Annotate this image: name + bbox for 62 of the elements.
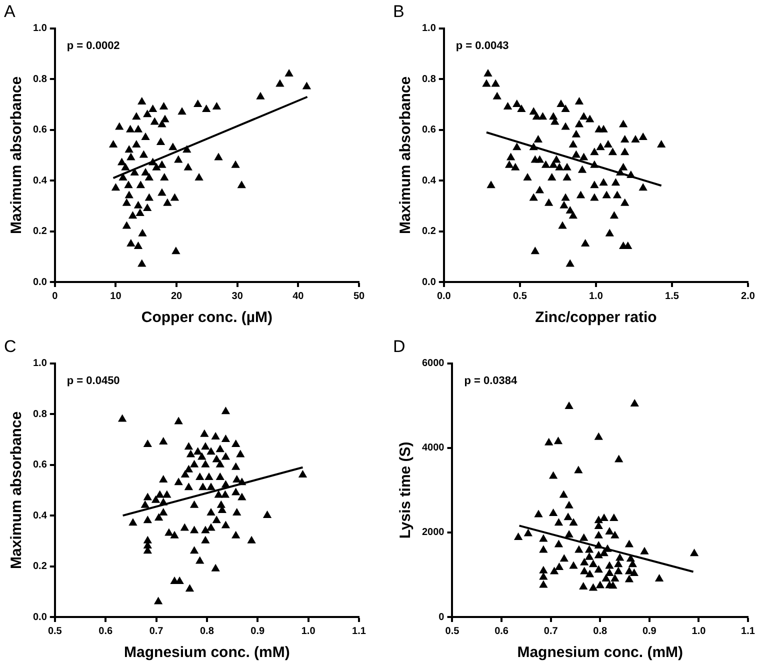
y-tick-label: 0.2 [32,561,48,572]
x-tick-label: 0.8 [593,626,608,637]
x-axis-title: Magnesium conc. (mM) [124,644,290,662]
y-tick-label: 0.6 [32,124,48,136]
y-tick-label: 0.2 [32,226,48,238]
x-tick-label: 0.9 [250,626,266,637]
x-axis-title: Zinc/copper ratio [535,309,657,326]
x-tick-label: 0.7 [544,626,558,637]
x-tick-label: 20 [170,290,183,302]
y-tick-label: 0.6 [422,124,436,136]
y-tick-label: 0.6 [32,460,48,471]
y-tick-label: 0.0 [32,612,48,623]
y-axis-title: Maximum absorbance [8,76,26,234]
x-axis-title: Copper conc. (µM) [141,309,273,326]
y-tick-label: 0.0 [422,276,436,288]
chart-title: D [393,336,406,356]
y-tick-label: 0.4 [32,175,48,186]
annotation: p = 0.0043 [456,40,509,52]
y-tick-label: 1.0 [422,23,436,34]
y-tick-label: 6000 [422,358,445,370]
x-tick-label: 30 [232,290,244,302]
y-tick-label: 0.8 [32,408,48,420]
y-tick-label: 0.4 [422,175,436,186]
annotation: p = 0.0384 [464,374,518,387]
y-tick-label: 0.4 [32,510,48,522]
y-tick-label: 0.2 [422,226,436,238]
x-tick-label: 0.5 [445,626,460,637]
x-tick-label: 1.5 [665,290,680,302]
y-tick-label: 0.8 [422,74,436,85]
y-axis-title: Maximum absorbance [397,76,414,234]
x-tick-label: 0.7 [149,626,164,637]
chart-title: B [393,2,404,21]
x-tick-label: 1.1 [352,626,366,637]
x-tick-label: 2.0 [741,290,756,302]
annotation: p = 0.0450 [66,374,120,387]
y-tick-label: 0 [438,612,445,623]
x-tick-label: 40 [292,290,304,302]
x-tick-label: 1.1 [741,626,756,637]
x-tick-label: 0.5 [48,626,62,637]
y-tick-label: 0.8 [32,74,48,85]
y-tick-label: 0.0 [32,276,48,288]
y-tick-label: 2000 [422,527,445,538]
x-tick-label: 1.0 [301,626,316,637]
annotation: p = 0.0002 [66,40,120,52]
chart-title: C [4,336,16,356]
chart-title: A [4,2,16,21]
y-tick-label: 1.0 [32,358,48,370]
x-tick-label: 0.8 [200,626,214,637]
x-tick-label: 0.6 [98,626,113,637]
x-tick-label: 1.0 [692,626,706,637]
x-tick-label: 1.0 [589,290,604,302]
x-tick-label: 0.5 [512,290,528,302]
x-axis-title: Magnesium conc. (mM) [517,644,684,662]
y-tick-label: 4000 [422,442,445,454]
x-tick-label: 50 [353,290,365,302]
x-tick-label: 0.6 [494,626,509,637]
y-tick-label: 1.0 [32,23,48,34]
y-axis-title: Maximum absorbance [8,411,26,569]
x-tick-label: 10 [110,290,122,302]
x-tick-label: 0 [52,290,58,302]
y-axis-title: Lysis time (S) [397,442,414,539]
x-tick-label: 0.9 [642,626,657,637]
